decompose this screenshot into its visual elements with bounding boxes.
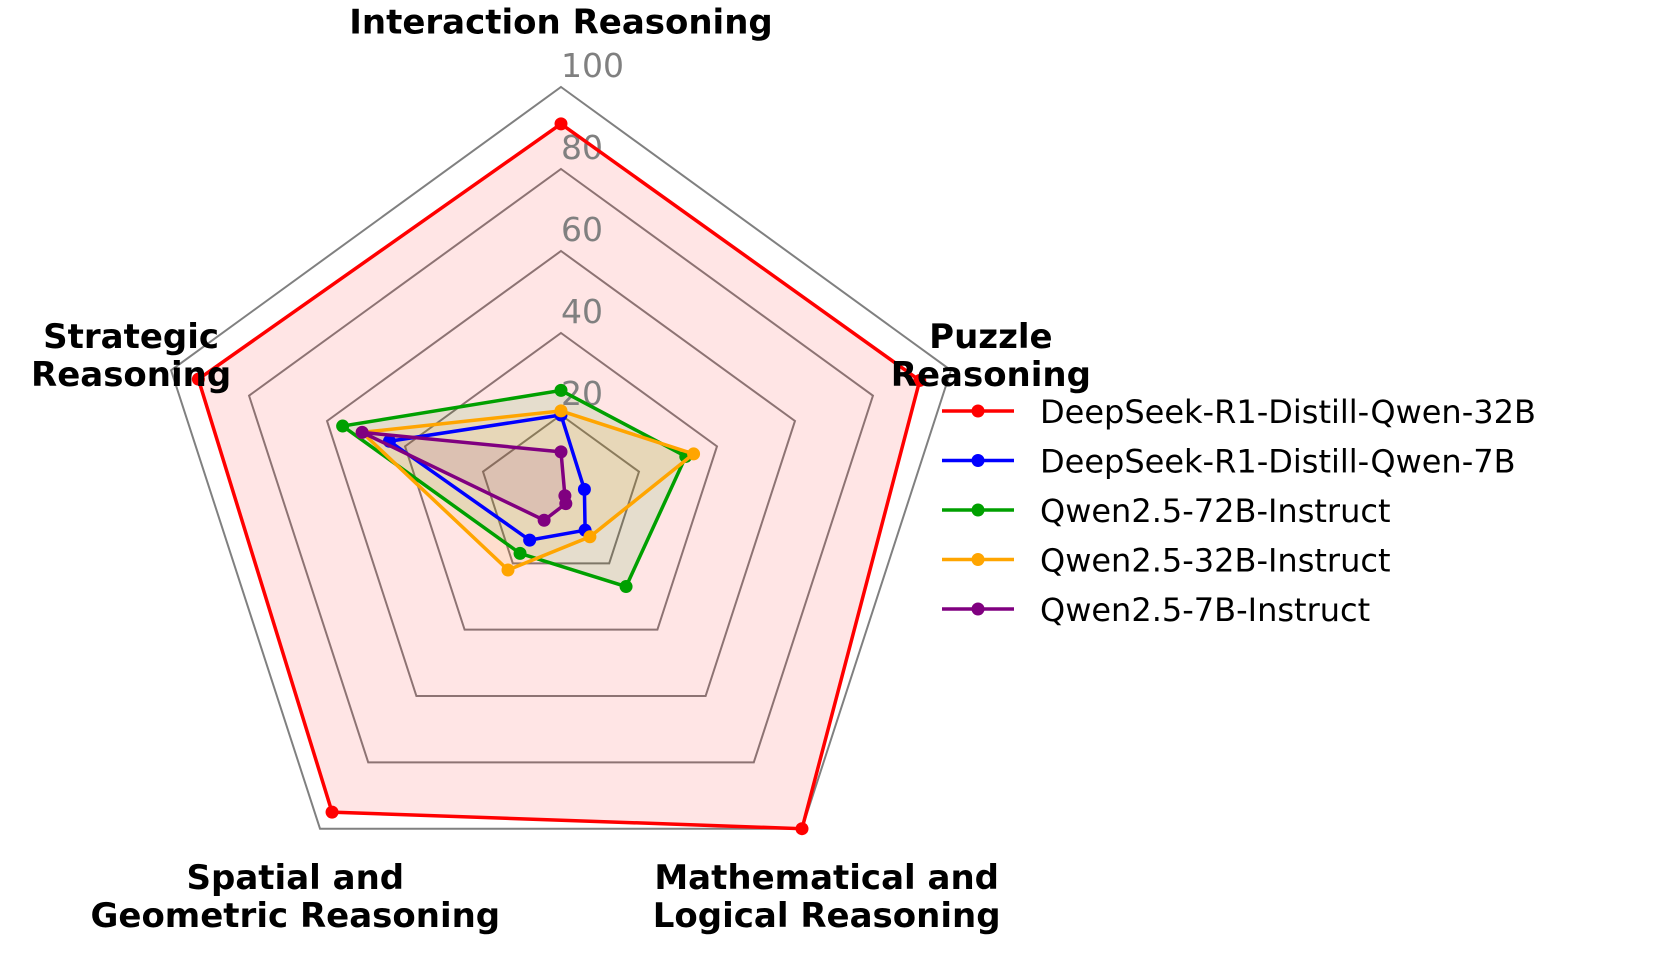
legend-label-1: DeepSeek-R1-Distill-Qwen-7B (1040, 443, 1516, 481)
legend: DeepSeek-R1-Distill-Qwen-32B DeepSeek-R1-… (942, 393, 1536, 629)
series-point-2-3 (513, 546, 527, 560)
series-fill-4 (362, 432, 566, 521)
legend-label-3: Qwen2.5-32B-Instruct (1040, 542, 1391, 580)
tick-label-60: 60 (561, 210, 603, 249)
series-point-0-0 (554, 117, 568, 131)
tick-label-40: 40 (561, 292, 603, 331)
axis-label-2: Mathematical and Logical Reasoning (653, 858, 1001, 936)
axis-label-3: Spatial and Geometric Reasoning (90, 858, 500, 936)
series-point-1-3 (523, 533, 537, 547)
grid-ring-80 (247, 167, 875, 764)
series-point-4-2 (559, 497, 573, 511)
legend-label-2: Qwen2.5-72B-Instruct (1040, 492, 1391, 530)
series-line-4 (361, 430, 568, 523)
grid-ring-60 (325, 249, 797, 698)
series-point-3-2 (583, 530, 597, 544)
axis-label-line-2-1: Logical Reasoning (653, 896, 1001, 936)
series-point-1-1 (577, 482, 591, 496)
series-line-3 (358, 409, 698, 573)
legend-marker-2 (971, 503, 985, 517)
series-point-0-2 (795, 822, 809, 836)
series-point-0-4 (191, 372, 205, 386)
legend-marker-1 (971, 454, 985, 467)
axis-label-line-1-1: Reasoning (891, 355, 1091, 395)
legend-label-0: DeepSeek-R1-Distill-Qwen-32B (1040, 393, 1536, 431)
axis-label-1: Puzzle Reasoning (891, 317, 1091, 395)
series-lines (191, 117, 927, 836)
series-point-0-3 (325, 805, 339, 819)
series-fill-3 (362, 410, 694, 570)
series-line-0 (196, 121, 922, 831)
axis-label-line-4-1: Reasoning (31, 355, 231, 395)
axis-label-line-0-1: Interaction Reasoning (349, 3, 773, 43)
series-point-4-3 (537, 513, 551, 527)
legend-marker-3 (971, 553, 985, 566)
grid-ring-40 (403, 331, 719, 631)
series-point-3-3 (501, 563, 515, 577)
series-point-3-1 (687, 447, 701, 461)
axis-label-0: Control andInteraction Reasoning (349, 0, 773, 43)
axis-label-line-3-0: Spatial and (187, 858, 405, 898)
tick-label-100: 100 (561, 46, 624, 85)
axis-label-line-1-0: Puzzle (929, 317, 1052, 357)
series-point-0-1 (913, 373, 927, 387)
series-point-4-4 (355, 425, 369, 439)
axis-label-4: Strategic Reasoning (31, 317, 231, 395)
series-point-2-0 (554, 383, 568, 397)
axis-label-line-3-1: Geometric Reasoning (90, 896, 500, 936)
legend-marker-4 (971, 602, 985, 616)
series-point-2-4 (336, 419, 350, 433)
series-point-2-2 (619, 580, 633, 594)
series-fill-0 (198, 123, 920, 829)
series-point-4-0 (554, 445, 568, 459)
axis-label-line-2-0: Mathematical and (654, 858, 999, 898)
series-point-3-0 (554, 404, 568, 418)
legend-marker-0 (971, 404, 985, 418)
grid-ring-20 (481, 413, 641, 565)
radar-grid (169, 85, 953, 830)
axis-label-line-0-0: Control and (449, 0, 673, 5)
axis-labels: Control andInteraction ReasoningPuzzleRe… (31, 0, 1091, 936)
grid-ring-100 (169, 85, 953, 830)
legend-label-4: Qwen2.5-7B-Instruct (1040, 591, 1370, 629)
series-fills (198, 123, 920, 829)
axis-label-line-4-0: Strategic (43, 317, 219, 357)
